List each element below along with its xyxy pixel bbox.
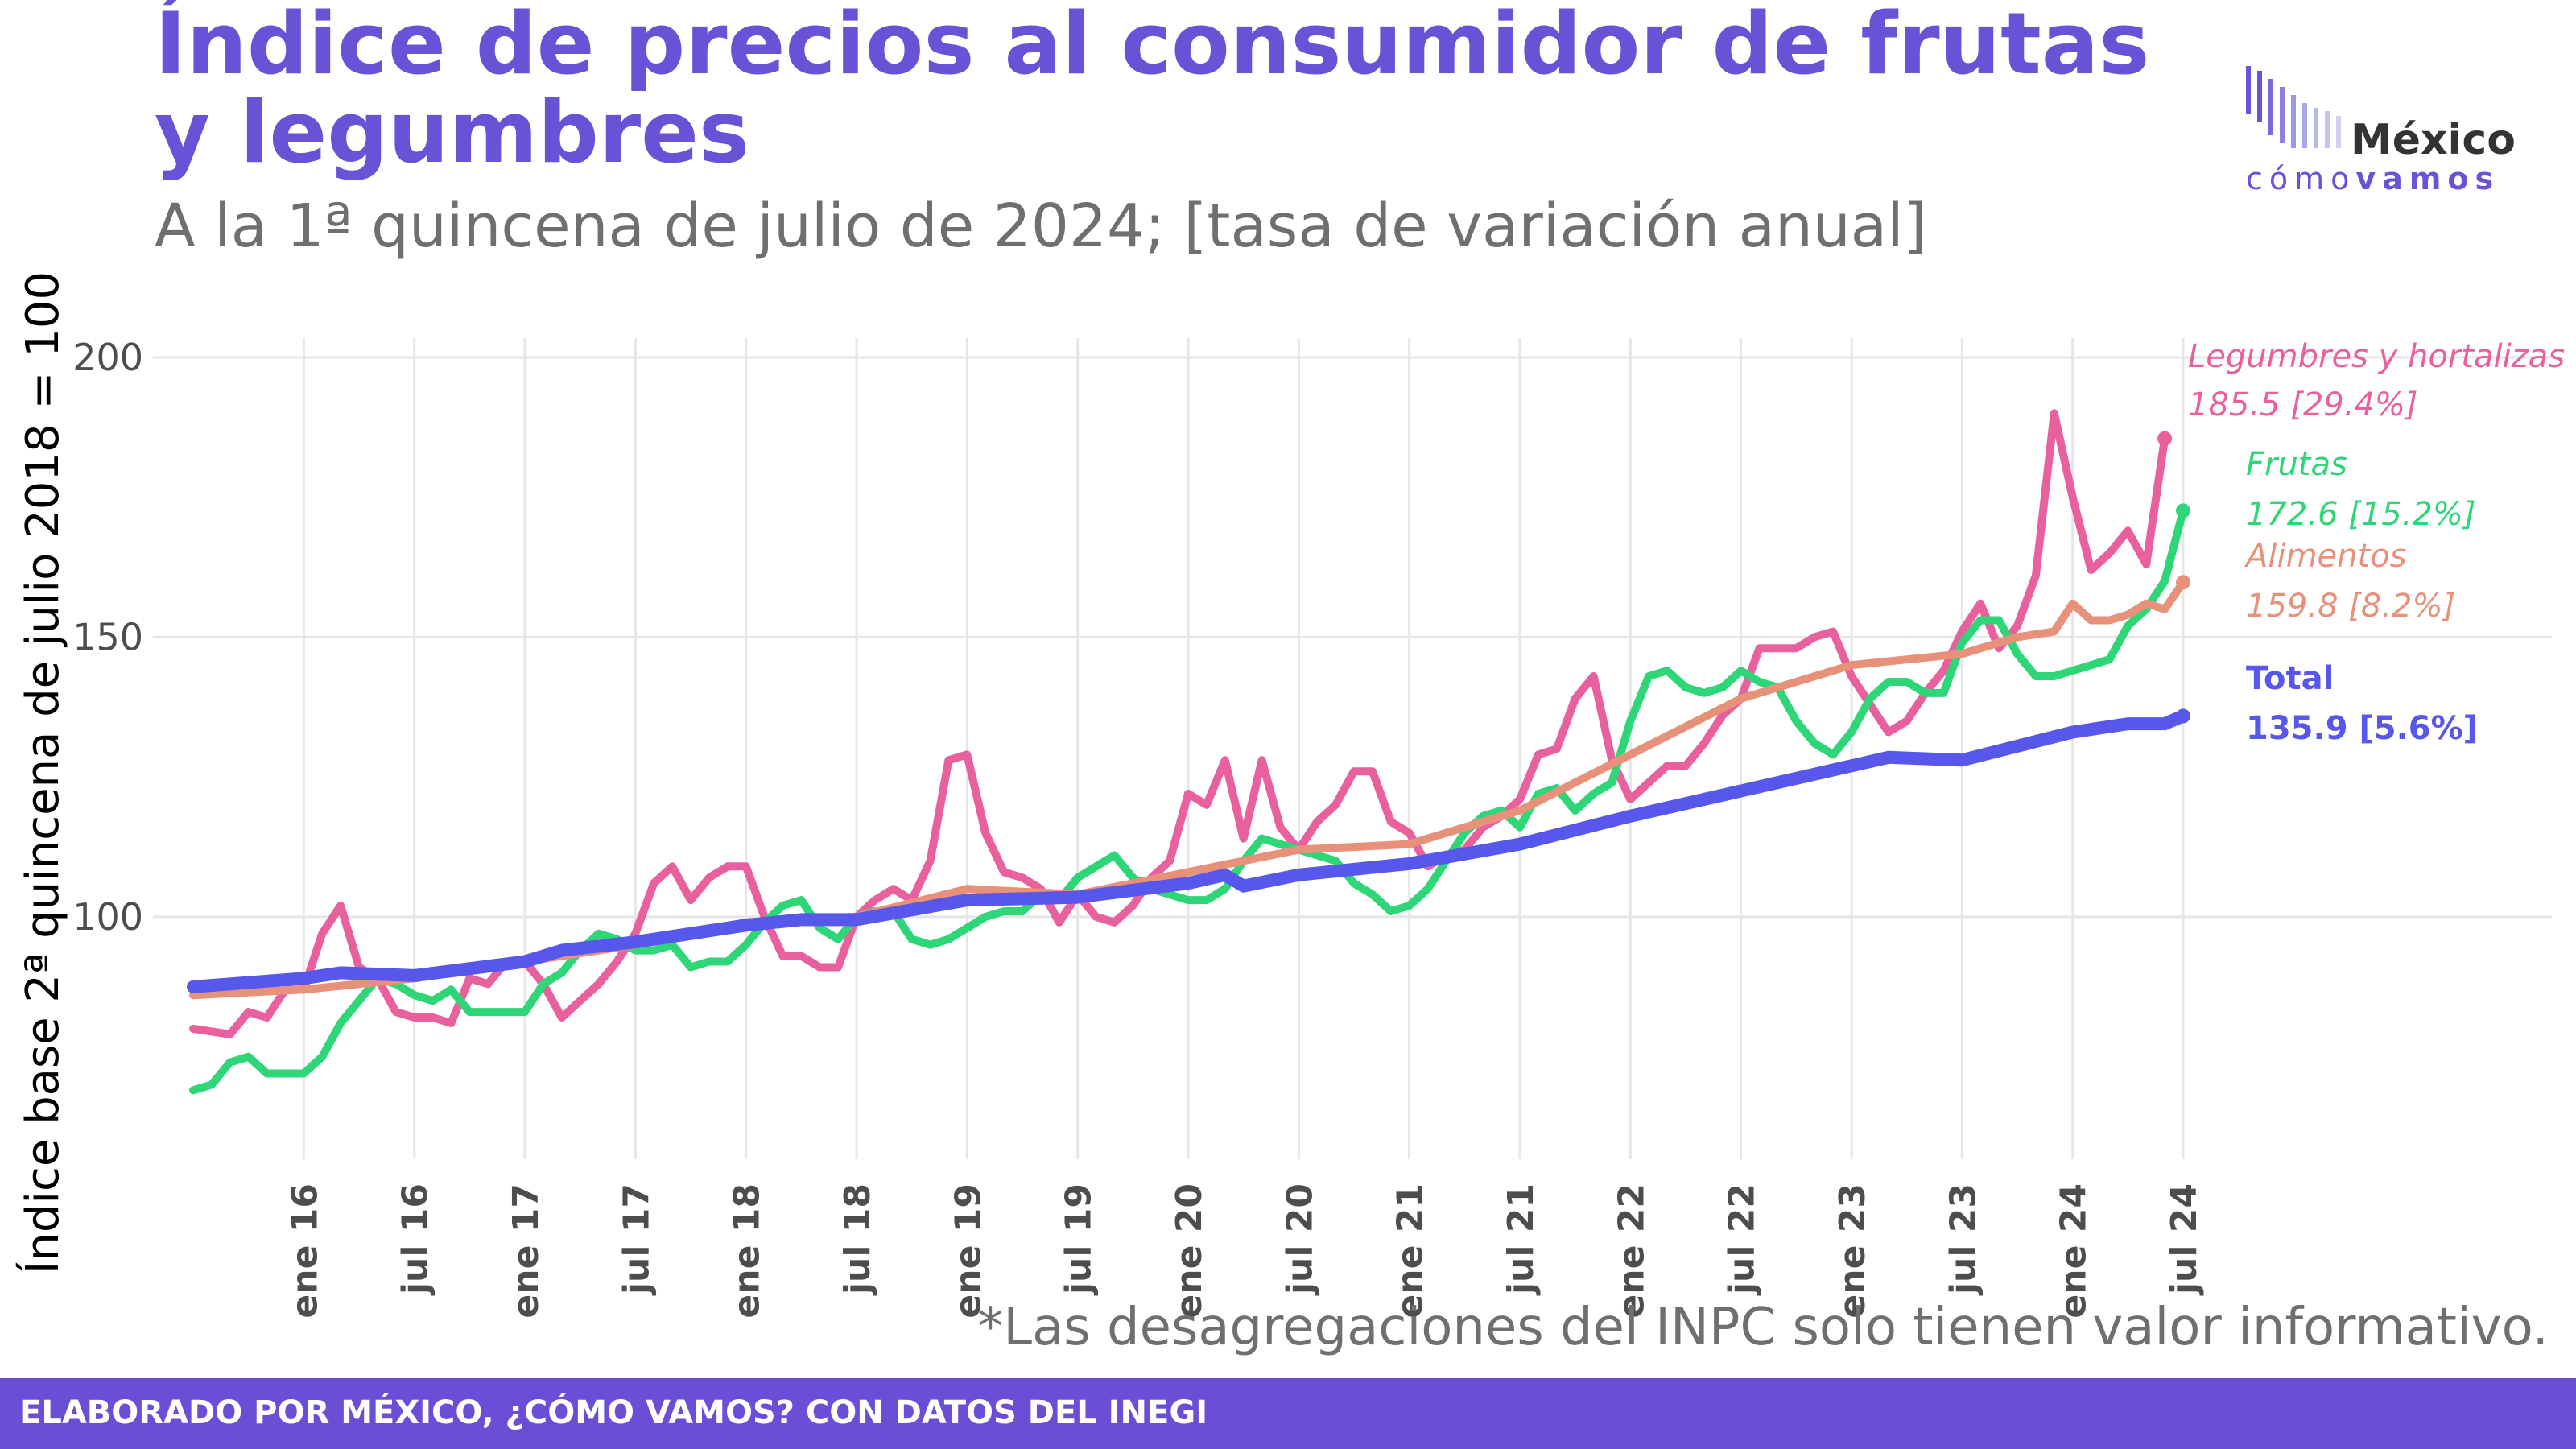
series-end-point-frutas [2176, 503, 2190, 518]
series-end-point-alimentos [2176, 575, 2190, 590]
x-tick-label: jul 20 [1279, 1183, 1320, 1296]
x-tick-label: jul 16 [395, 1183, 436, 1296]
series-name-label-total: Total [2246, 660, 2334, 697]
y-axis-label: Índice base 2ª quincena de julio 2018 = … [16, 271, 69, 1274]
x-tick-label: jul 21 [1501, 1183, 1542, 1296]
x-tick-label: ene 21 [1390, 1183, 1431, 1319]
x-tick-label: ene 17 [506, 1183, 547, 1319]
series-end-point-legumbres [2157, 431, 2173, 446]
x-tick-label: ene 19 [947, 1183, 989, 1319]
x-axis-ticks: ene 16 jul 16 ene 17 jul 17 ene 18 jul 18 ene … [284, 1183, 2205, 1319]
logo-tagline: cómovamos [2246, 161, 2500, 196]
y-tick-label: 150 [72, 615, 143, 658]
series-line-total [187, 709, 2190, 993]
x-tick-label: jul 17 [616, 1183, 657, 1296]
series-line-legumbres [189, 409, 2169, 1038]
series-value-label-legumbres: 185.5 [29.4%] [2188, 386, 2418, 423]
logo-name: México [2351, 116, 2516, 164]
series-value-label-total: 135.9 [5.6%] [2246, 710, 2478, 747]
series-end-point-total [2176, 708, 2190, 724]
series-value-label-alimentos: 159.8 [8.2%] [2246, 588, 2455, 625]
series-name-label-alimentos: Alimentos [2244, 538, 2407, 575]
series-name-label-frutas: Frutas [2246, 446, 2347, 483]
footnote: *Las desagregaciones del INPC solo tiene… [977, 1298, 2549, 1357]
x-tick-label: ene 20 [1169, 1183, 1210, 1319]
x-tick-label: jul 18 [837, 1183, 878, 1296]
x-tick-label: jul 23 [1942, 1183, 1984, 1296]
logo-bars-icon [2246, 66, 2341, 148]
chart-grid [153, 338, 2552, 1159]
footer-credit: ELABORADO POR MÉXICO, ¿CÓMO VAMOS? CON D… [19, 1394, 1208, 1431]
x-tick-label: ene 22 [1611, 1183, 1652, 1319]
logo-tag-bold: vamos [2355, 161, 2500, 196]
y-tick-label: 100 [72, 895, 143, 939]
x-tick-label: ene 24 [2054, 1183, 2095, 1319]
y-axis-ticks: 100 150 200 [72, 336, 143, 939]
mexico-como-vamos-logo: México cómovamos [2238, 63, 2528, 208]
series-value-label-frutas: 172.6 [15.2%] [2246, 496, 2476, 533]
series-end-labels: Legumbres y hortalizas 185.5 [29.4%] Fruta… [2188, 338, 2565, 747]
series-line-frutas [189, 506, 2187, 1095]
chart-subtitle: A la 1ª quincena de julio de 2024; [tasa… [155, 192, 1927, 261]
x-tick-label: jul 19 [1059, 1183, 1100, 1296]
x-tick-label: ene 18 [727, 1183, 768, 1319]
x-tick-label: ene 23 [1832, 1183, 1873, 1319]
y-tick-label: 200 [72, 336, 143, 379]
chart-title: Índice de precios al consumidor de fruta… [155, 0, 2150, 182]
x-tick-label: jul 24 [2164, 1183, 2205, 1296]
footer-bar: ELABORADO POR MÉXICO, ¿CÓMO VAMOS? CON D… [0, 1378, 2576, 1449]
chart-series [187, 409, 2190, 1095]
x-tick-label: jul 22 [1722, 1183, 1763, 1296]
x-tick-label: ene 16 [284, 1183, 325, 1319]
series-name-label-legumbres: Legumbres y hortalizas [2188, 338, 2565, 375]
logo-tag-light: cómo [2246, 161, 2356, 196]
